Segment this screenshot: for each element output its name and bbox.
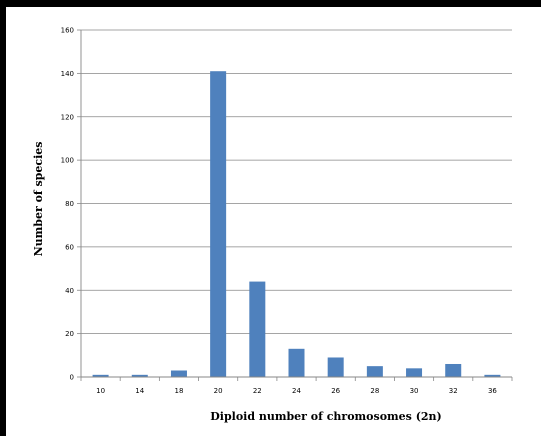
bar-32 <box>445 363 462 377</box>
bar-20 <box>210 71 227 378</box>
y-tick-label: 20 <box>65 330 74 338</box>
y-tick-label: 80 <box>65 200 74 208</box>
x-tick-label: 22 <box>253 387 262 395</box>
bar-30 <box>406 368 423 377</box>
y-tick-label: 140 <box>61 70 74 78</box>
y-tick-labels: 0 20 40 60 80 100 120 140 160 <box>61 27 74 382</box>
bar-26 <box>327 357 344 377</box>
y-tick-label: 120 <box>61 113 74 121</box>
x-tick-label: 24 <box>292 387 301 395</box>
gridlines <box>77 29 512 378</box>
x-tick-label: 26 <box>331 387 340 395</box>
bar-chart: 0 20 40 60 80 100 120 140 160 10 14 18 20 22 24 26 28 30… <box>32 27 513 423</box>
x-axis-title: Diploid number of chromosomes (2n) <box>210 410 442 423</box>
x-tick-label: 28 <box>370 387 379 395</box>
bar-24 <box>288 348 305 377</box>
bar-36 <box>484 374 501 377</box>
y-tick-label: 0 <box>70 374 74 382</box>
x-tick-label: 10 <box>96 387 105 395</box>
y-tick-label: 100 <box>61 157 74 165</box>
bar-10 <box>92 374 109 377</box>
x-tick-label: 20 <box>214 387 223 395</box>
x-tick-label: 36 <box>488 387 497 395</box>
x-tick-label: 14 <box>135 387 144 395</box>
x-tick-label: 32 <box>449 387 458 395</box>
bar-22 <box>249 281 266 377</box>
y-tick-label: 40 <box>65 287 74 295</box>
bar-14 <box>131 374 148 377</box>
axes <box>80 30 513 381</box>
y-tick-label: 60 <box>65 243 74 251</box>
y-axis-title: Number of species <box>32 142 45 257</box>
bar-28 <box>366 366 383 377</box>
x-tick-labels: 10 14 18 20 22 24 26 28 30 32 36 <box>96 387 497 395</box>
bar-18 <box>170 370 187 377</box>
x-tick-label: 18 <box>174 387 183 395</box>
x-tick-label: 30 <box>410 387 419 395</box>
bars <box>92 71 501 378</box>
y-tick-label: 160 <box>61 27 74 35</box>
